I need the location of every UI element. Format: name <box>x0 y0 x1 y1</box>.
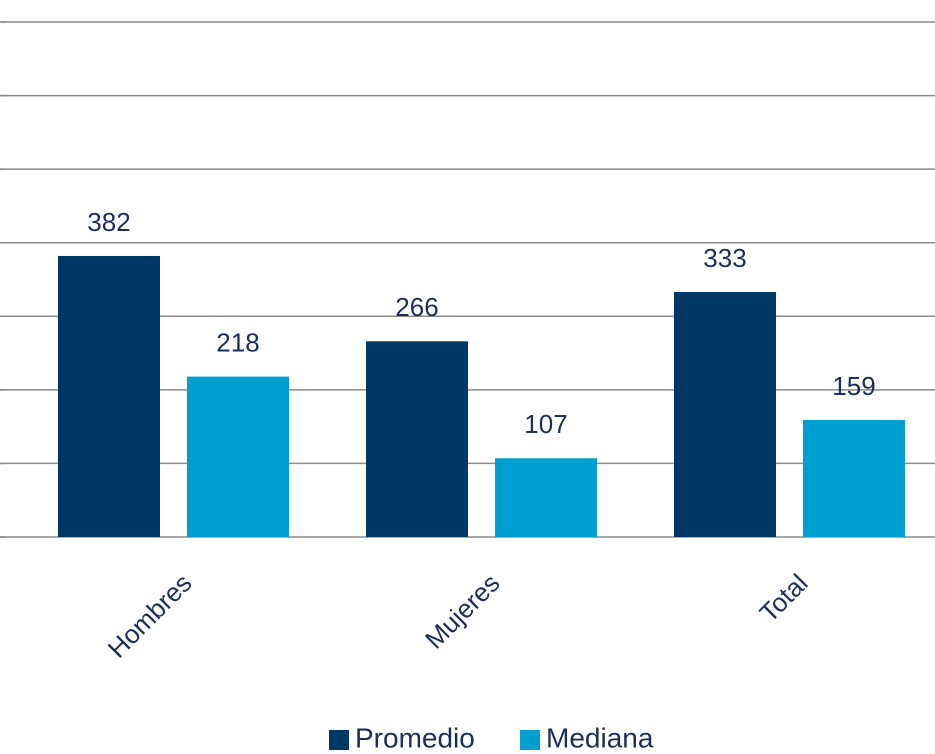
value-label: 159 <box>832 371 875 401</box>
bar <box>674 292 776 537</box>
value-label: 333 <box>703 243 746 273</box>
x-tick-label: Mujeres <box>419 568 506 655</box>
legend-swatch <box>520 730 540 750</box>
legend-label: Mediana <box>546 722 654 753</box>
x-tick-label: Total <box>754 568 814 628</box>
legend-swatch <box>329 730 349 750</box>
bar <box>803 420 905 537</box>
value-label: 107 <box>524 409 567 439</box>
legend-label: Promedio <box>355 722 475 753</box>
value-label: 266 <box>395 292 438 322</box>
bar <box>366 341 468 537</box>
bar <box>187 376 289 537</box>
bar <box>58 255 160 537</box>
value-label: 218 <box>216 327 259 357</box>
bar <box>495 458 597 537</box>
value-label: 382 <box>87 207 130 237</box>
x-tick-label: Hombres <box>102 568 198 664</box>
